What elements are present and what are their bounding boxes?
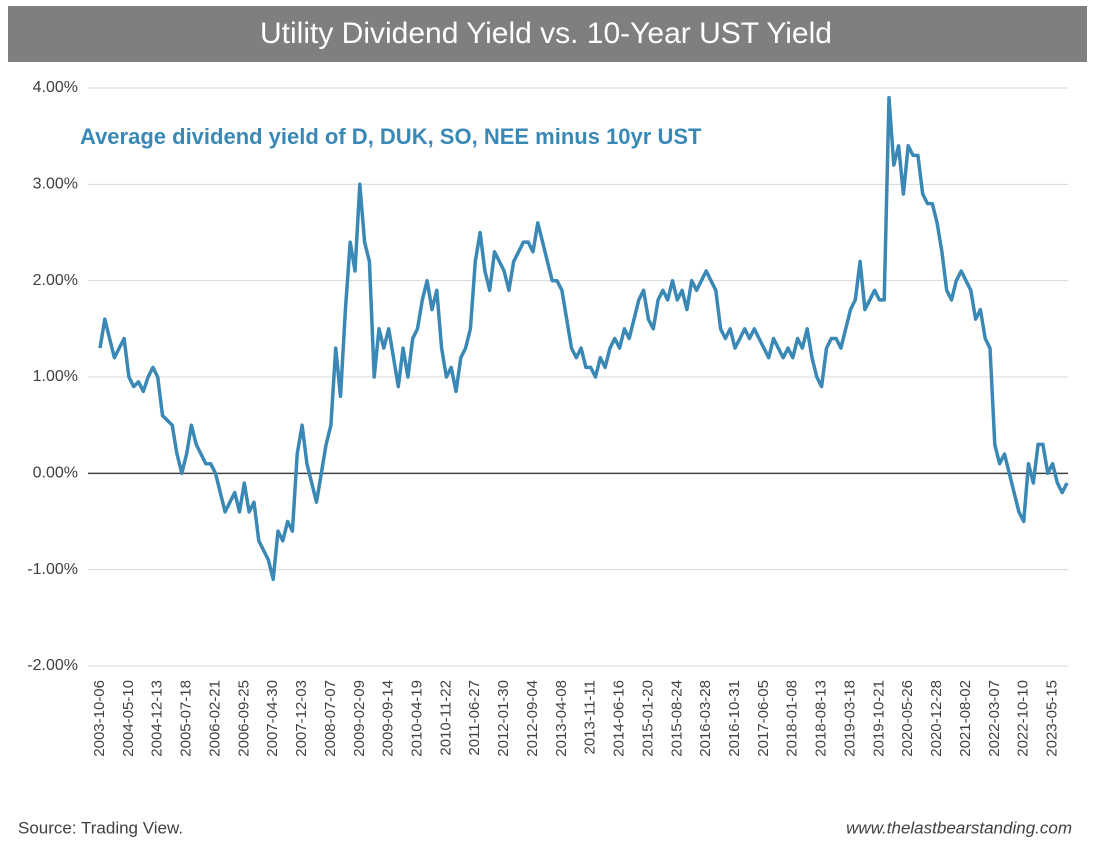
y-tick-label: 3.00%	[33, 176, 78, 193]
x-tick-label: 2012-09-04	[524, 680, 541, 757]
x-tick-label: 2018-08-13	[813, 680, 830, 757]
x-tick-label: 2007-04-30	[264, 680, 281, 757]
x-tick-label: 2004-05-10	[120, 680, 137, 757]
x-tick-label: 2006-02-21	[206, 680, 223, 757]
x-tick-label: 2008-07-07	[322, 680, 339, 757]
x-tick-label: 2015-01-20	[639, 680, 656, 757]
x-tick-label: 2016-10-31	[726, 680, 743, 757]
x-tick-label: 2022-03-07	[986, 680, 1003, 757]
x-tick-label: 2003-10-06	[91, 680, 108, 757]
x-tick-label: 2020-12-28	[928, 680, 945, 757]
x-tick-label: 2022-10-10	[1015, 680, 1032, 757]
x-tick-label: 2006-09-25	[235, 680, 252, 757]
credit: www.thelastbearstanding.com	[846, 818, 1072, 837]
x-tick-label: 2019-10-21	[870, 680, 887, 757]
x-tick-label: 2021-08-02	[957, 680, 974, 757]
x-tick-label: 2009-09-14	[380, 680, 397, 757]
title-bar	[8, 6, 1087, 62]
x-tick-label: 2013-11-11	[582, 680, 599, 755]
x-tick-label: 2013-04-08	[553, 680, 570, 757]
x-tick-label: 2017-06-05	[755, 680, 772, 757]
x-tick-label: 2007-12-03	[293, 680, 310, 757]
x-tick-label: 2018-01-08	[784, 680, 801, 757]
x-tick-label: 2015-08-24	[668, 680, 685, 757]
chart-title: Utility Dividend Yield vs. 10-Year UST Y…	[260, 17, 832, 50]
data-line	[98, 95, 1069, 582]
source: Source: Trading View.	[18, 818, 183, 837]
y-tick-label: 0.00%	[33, 465, 78, 482]
y-tick-label: -1.00%	[27, 561, 78, 578]
x-tick-label: 2010-11-22	[437, 680, 454, 756]
x-tick-label: 2004-12-13	[149, 680, 166, 757]
x-tick-label: 2011-06-27	[466, 680, 483, 756]
y-tick-label: 4.00%	[33, 79, 78, 96]
x-tick-label: 2014-06-16	[611, 680, 628, 757]
x-tick-label: 2016-03-28	[697, 680, 714, 757]
x-tick-label: 2023-05-15	[1044, 680, 1061, 757]
x-tick-label: 2012-01-30	[495, 680, 512, 757]
x-tick-label: 2009-02-09	[351, 680, 368, 757]
y-tick-label: -2.00%	[27, 657, 78, 674]
y-tick-label: 2.00%	[33, 272, 78, 289]
x-tick-label: 2020-05-26	[899, 680, 916, 757]
x-tick-label: 2019-03-18	[841, 680, 858, 757]
y-tick-label: 1.00%	[33, 368, 78, 385]
x-tick-label: 2010-04-19	[408, 680, 425, 757]
annotation: Average dividend yield of D, DUK, SO, NE…	[80, 124, 702, 149]
x-tick-label: 2005-07-18	[178, 680, 195, 757]
